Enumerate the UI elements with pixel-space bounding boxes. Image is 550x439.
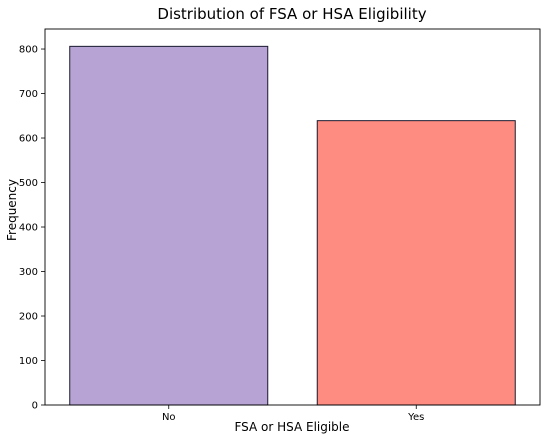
axes-frame <box>44 28 541 406</box>
bar-no <box>69 45 269 406</box>
y-tick-label: 400 <box>19 223 38 234</box>
y-axis-label: Frequency <box>5 179 19 241</box>
y-tick-label: 600 <box>19 134 38 145</box>
y-tick-label: 0 <box>32 401 38 412</box>
y-tick-label: 300 <box>19 267 38 278</box>
chart-title: Distribution of FSA or HSA Eligibility <box>157 5 426 23</box>
plot-area: No Yes 0 100 200 300 400 500 600 700 800 <box>19 28 541 423</box>
y-tick-label: 200 <box>19 312 38 323</box>
bar-yes <box>316 120 516 406</box>
x-tick-label: No <box>162 412 176 423</box>
y-tick-label: 100 <box>19 356 38 367</box>
y-tick-label: 500 <box>19 178 38 189</box>
x-axis-label: FSA or HSA Eligible <box>234 420 349 434</box>
y-tick-label: 700 <box>19 89 38 100</box>
y-tick-label: 800 <box>19 45 38 56</box>
x-tick-label: Yes <box>407 412 424 423</box>
